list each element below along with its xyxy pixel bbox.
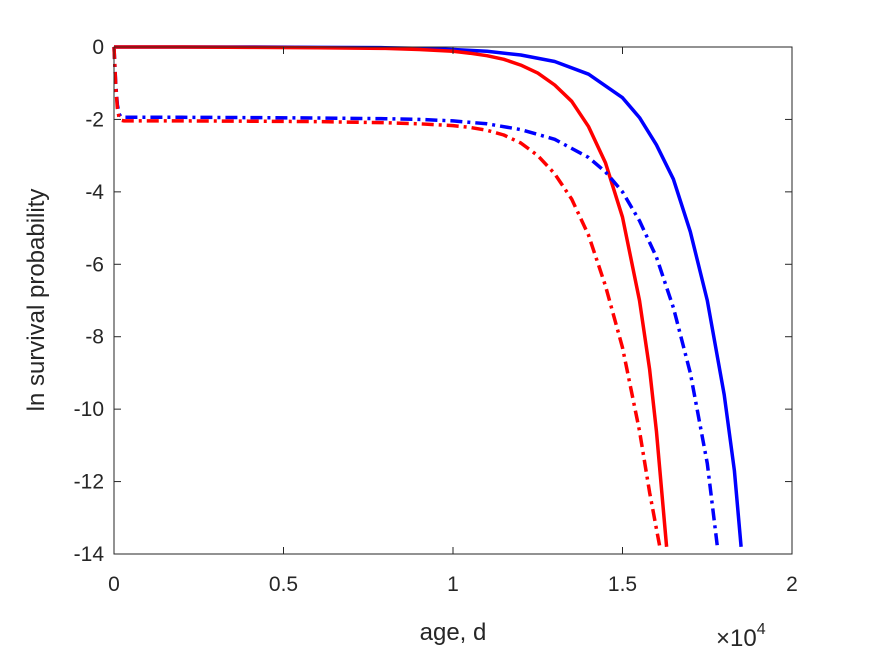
ticks-layer: 0 0.5 1 1.5 2 0 -2 -4 -6 -8 -10 -12 -14 xyxy=(74,36,798,596)
x-axis-label: age, d xyxy=(420,619,487,646)
y-tick-label: -8 xyxy=(85,326,104,349)
series-line-3 xyxy=(112,46,720,548)
y-tick-label: -10 xyxy=(74,398,104,421)
x-tick-label: 0 xyxy=(108,573,120,596)
y-tick-label: -4 xyxy=(85,181,104,204)
y-tick-label: -14 xyxy=(74,543,105,566)
x-tick-label: 2 xyxy=(786,573,798,596)
x-exponent-power: 4 xyxy=(757,621,766,638)
x-exponent-base: ×10 xyxy=(716,625,757,652)
y-axis-label: ln survival probability xyxy=(23,189,50,412)
x-exponent-label: ×104 xyxy=(716,621,766,652)
x-tick-label: 1.5 xyxy=(608,573,637,596)
y-tick-label: -2 xyxy=(85,108,104,131)
series-line-2 xyxy=(114,45,669,547)
x-tick-label: 0.5 xyxy=(269,573,298,596)
y-tick-label: -12 xyxy=(74,471,104,494)
y-tick-label: 0 xyxy=(92,36,104,59)
y-tick-label: -6 xyxy=(85,253,104,276)
x-tick-label: 1 xyxy=(447,573,459,596)
